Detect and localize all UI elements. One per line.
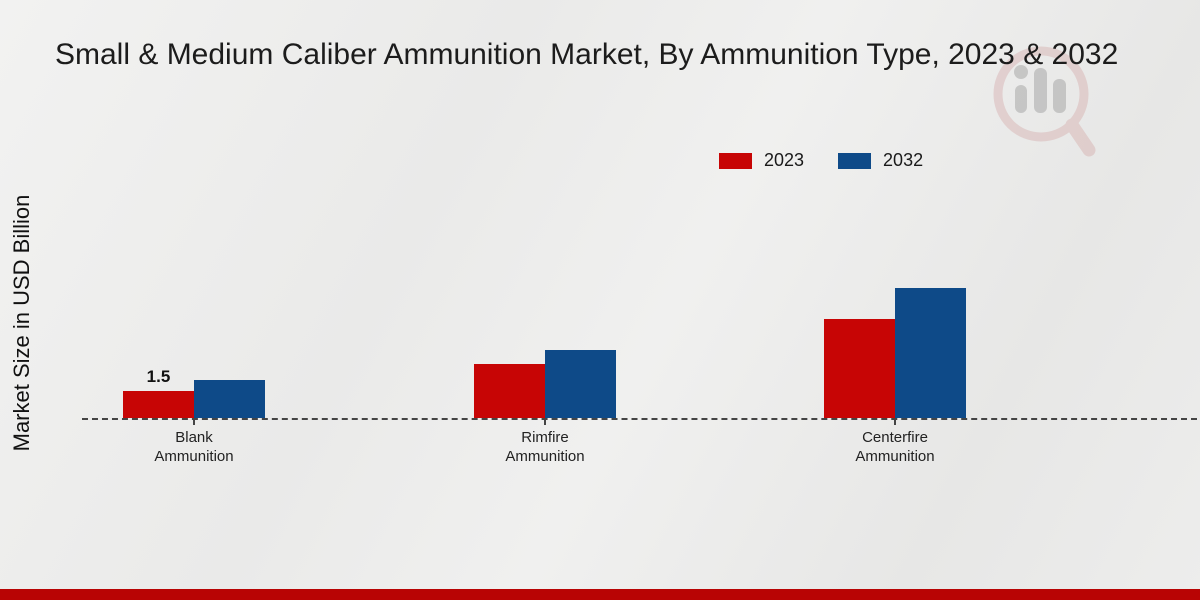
- category-label-centerfire-ammunition: Centerfire Ammunition: [855, 429, 935, 465]
- footer-bar: [0, 589, 1200, 600]
- legend-swatch-2032: [838, 152, 872, 169]
- bar-value-label: 1.5: [146, 367, 171, 386]
- legend-label-2032: 2032: [883, 150, 924, 170]
- watermark-logo: [993, 46, 1096, 157]
- x-axis-tick: [544, 420, 546, 425]
- legend-swatch-2023: [719, 152, 752, 169]
- chart-title: Small & Medium Caliber Ammunition Market…: [55, 38, 1119, 71]
- bar-2032-blank-ammunition: [194, 380, 265, 418]
- category-label-blank-ammunition: Blank Ammunition: [154, 429, 234, 465]
- legend-item-2032: 2032: [838, 150, 923, 171]
- bar-2023-centerfire-ammunition: [824, 319, 895, 418]
- x-axis-tick: [193, 420, 195, 425]
- legend-item-2023: 2023: [719, 150, 804, 171]
- bar-2023-rimfire-ammunition: [474, 364, 545, 418]
- bar-2023-blank-ammunition: [123, 391, 194, 418]
- legend: 2023 2032: [719, 150, 923, 171]
- legend-label-2023: 2023: [764, 150, 805, 170]
- category-label-rimfire-ammunition: Rimfire Ammunition: [505, 429, 585, 465]
- bar-2032-centerfire-ammunition: [895, 288, 966, 418]
- bar-2032-rimfire-ammunition: [545, 349, 616, 418]
- x-axis-line: [82, 418, 1197, 420]
- x-axis-tick: [894, 420, 896, 425]
